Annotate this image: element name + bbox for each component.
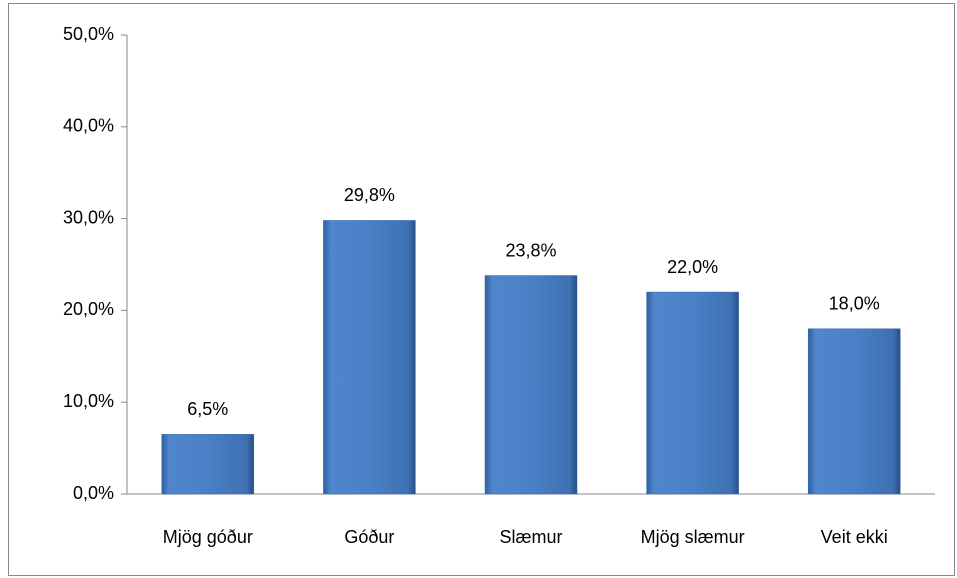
value-label: 6,5%	[187, 399, 228, 419]
x-tick-label: Slæmur	[499, 527, 562, 547]
bar	[323, 220, 416, 495]
y-tick-label: 20,0%	[63, 299, 114, 319]
x-tick-label: Veit ekki	[821, 527, 888, 547]
bar	[161, 434, 255, 495]
bar	[646, 291, 739, 495]
value-label: 23,8%	[505, 240, 556, 260]
y-tick-label: 10,0%	[63, 391, 114, 411]
y-tick-label: 30,0%	[63, 207, 114, 227]
bar	[807, 328, 901, 495]
y-tick-label: 40,0%	[63, 116, 114, 136]
chart-frame	[8, 3, 955, 576]
value-label: 18,0%	[829, 294, 880, 314]
bar	[484, 275, 578, 495]
x-tick-label: Mjög slæmur	[641, 527, 745, 547]
value-label: 22,0%	[667, 257, 718, 277]
y-tick-label: 0,0%	[73, 483, 114, 503]
x-tick-label: Góður	[344, 527, 394, 547]
value-label: 29,8%	[344, 185, 395, 205]
x-tick-label: Mjög góður	[163, 527, 253, 547]
y-tick-label: 50,0%	[63, 24, 114, 44]
